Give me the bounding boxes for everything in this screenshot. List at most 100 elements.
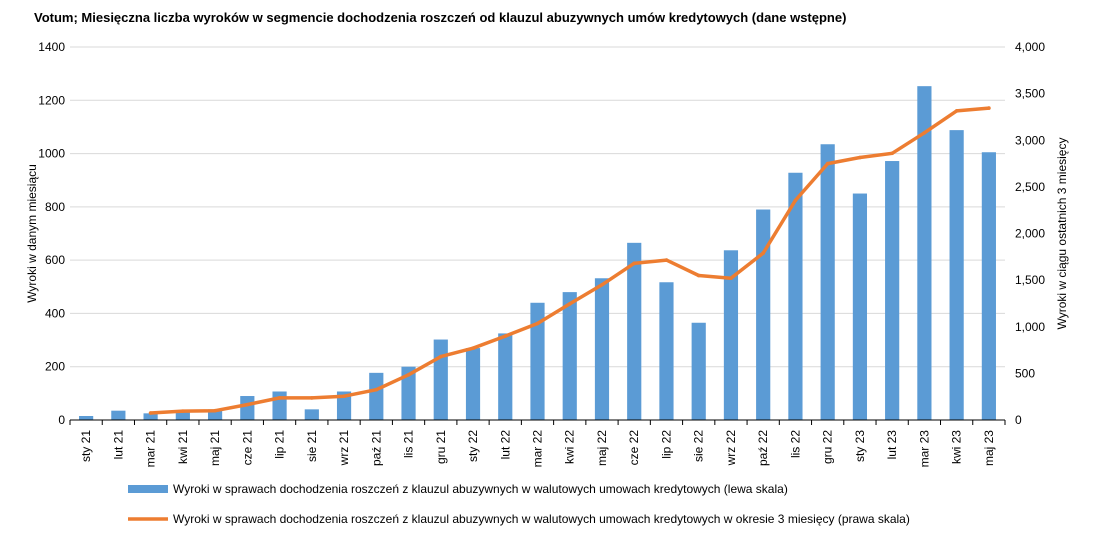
x-tick-label: kwi 23 bbox=[950, 430, 964, 464]
bar bbox=[240, 396, 255, 420]
line-point bbox=[374, 387, 379, 392]
line-point bbox=[825, 161, 830, 166]
line-point bbox=[245, 402, 250, 407]
bar bbox=[981, 152, 996, 420]
x-tick-label: maj 22 bbox=[595, 430, 609, 466]
line-point bbox=[761, 251, 765, 255]
x-tick-label: lis 21 bbox=[402, 430, 416, 458]
y-tick-label-right: 0 bbox=[1015, 413, 1022, 427]
line-point bbox=[729, 276, 733, 281]
bar bbox=[79, 416, 94, 420]
y-tick-label-left: 1200 bbox=[38, 93, 65, 107]
y-tick-label-right: 2,500 bbox=[1015, 180, 1045, 194]
x-tick-label: sty 21 bbox=[79, 430, 93, 462]
x-tick-label: sie 21 bbox=[305, 430, 319, 462]
line-point bbox=[664, 258, 669, 262]
x-tick-label: mar 23 bbox=[917, 430, 931, 468]
legend-label-bars: Wyroki w sprawach dochodzenia roszczeń z… bbox=[173, 482, 788, 496]
line-point bbox=[213, 408, 217, 413]
line-point bbox=[793, 198, 798, 203]
x-tick-label: wrz 21 bbox=[337, 430, 351, 467]
line-point bbox=[471, 346, 475, 350]
x-tick-label: mar 22 bbox=[531, 430, 545, 468]
legend-label-line: Wyroki w sprawach dochodzenia roszczeń z… bbox=[173, 512, 910, 526]
bar bbox=[723, 250, 739, 420]
x-tick-label: gru 22 bbox=[821, 430, 835, 464]
y-tick-label-right: 3,500 bbox=[1015, 87, 1045, 101]
line-point bbox=[277, 396, 282, 400]
x-tick-label: kwi 21 bbox=[176, 430, 190, 464]
line-point bbox=[632, 261, 637, 266]
x-tick-label: lut 22 bbox=[498, 430, 512, 460]
y-tick-label-right: 1,000 bbox=[1015, 320, 1045, 334]
bar bbox=[820, 144, 835, 420]
x-tick-label: paź 21 bbox=[369, 430, 383, 466]
line-point bbox=[922, 130, 927, 135]
line-point bbox=[858, 155, 862, 160]
x-tick-label: paź 22 bbox=[756, 430, 770, 466]
y-tick-label-right: 1,500 bbox=[1015, 273, 1045, 287]
x-tick-label: sie 22 bbox=[692, 430, 706, 462]
bar bbox=[659, 282, 674, 420]
y-tick-label-left: 600 bbox=[45, 253, 65, 267]
bar bbox=[949, 130, 964, 420]
line-point bbox=[438, 354, 443, 359]
chart-title: Votum; Miesięczna liczba wyroków w segme… bbox=[34, 10, 847, 25]
y-tick-label-right: 3,000 bbox=[1015, 133, 1045, 147]
bar bbox=[852, 193, 868, 420]
x-tick-label: sty 23 bbox=[853, 430, 867, 462]
y-tick-label-right: 500 bbox=[1015, 366, 1035, 380]
legend-swatch-bars bbox=[128, 485, 168, 493]
x-tick-label: sty 22 bbox=[466, 430, 480, 462]
y-axis-title-left: Wyroki w danym miesiącu bbox=[25, 164, 39, 303]
x-tick-label: wrz 22 bbox=[724, 430, 738, 467]
bar bbox=[304, 409, 319, 420]
x-tick-label: lut 23 bbox=[885, 430, 899, 460]
bar bbox=[756, 209, 771, 420]
x-tick-label: lut 21 bbox=[111, 430, 125, 460]
bar bbox=[433, 339, 448, 420]
line-point bbox=[954, 109, 959, 113]
line-point bbox=[342, 394, 346, 399]
bar bbox=[594, 278, 610, 420]
x-tick-label: maj 21 bbox=[208, 430, 222, 466]
line-point bbox=[987, 106, 991, 110]
bar bbox=[111, 410, 126, 420]
x-tick-label: mar 21 bbox=[144, 430, 158, 468]
y-tick-label-right: 2,000 bbox=[1015, 227, 1045, 241]
line-point bbox=[148, 411, 153, 415]
line-point bbox=[310, 396, 314, 400]
x-tick-label: lis 22 bbox=[788, 430, 802, 458]
bar bbox=[272, 391, 287, 420]
bar bbox=[530, 302, 545, 420]
line-point bbox=[696, 273, 701, 278]
y-tick-label-left: 400 bbox=[45, 306, 65, 320]
bar bbox=[917, 86, 932, 420]
bar bbox=[336, 391, 352, 420]
y-axis-title-right: Wyroki w ciągu ostatnich 3 miesięcy bbox=[1055, 138, 1069, 330]
line-point bbox=[406, 372, 411, 377]
line-point bbox=[890, 151, 894, 156]
x-tick-label: lip 21 bbox=[273, 430, 287, 459]
line-point bbox=[600, 282, 604, 287]
bar bbox=[465, 348, 481, 420]
x-tick-label: cze 22 bbox=[627, 430, 641, 466]
y-tick-label-left: 200 bbox=[45, 360, 65, 374]
line-point bbox=[181, 409, 185, 413]
y-tick-label-left: 1400 bbox=[38, 40, 65, 54]
y-tick-label-left: 0 bbox=[58, 413, 65, 427]
x-tick-label: gru 21 bbox=[434, 430, 448, 464]
bar bbox=[885, 161, 900, 420]
y-tick-label-left: 800 bbox=[45, 200, 65, 214]
line-point bbox=[503, 334, 508, 338]
x-tick-label: maj 23 bbox=[982, 430, 996, 466]
line-point bbox=[567, 302, 572, 306]
bar bbox=[498, 333, 513, 420]
bar bbox=[401, 366, 416, 420]
x-tick-label: kwi 22 bbox=[563, 430, 577, 464]
bar bbox=[369, 372, 384, 420]
bar bbox=[143, 413, 158, 420]
x-tick-label: lip 22 bbox=[659, 430, 673, 459]
y-tick-label-left: 1000 bbox=[38, 147, 65, 161]
